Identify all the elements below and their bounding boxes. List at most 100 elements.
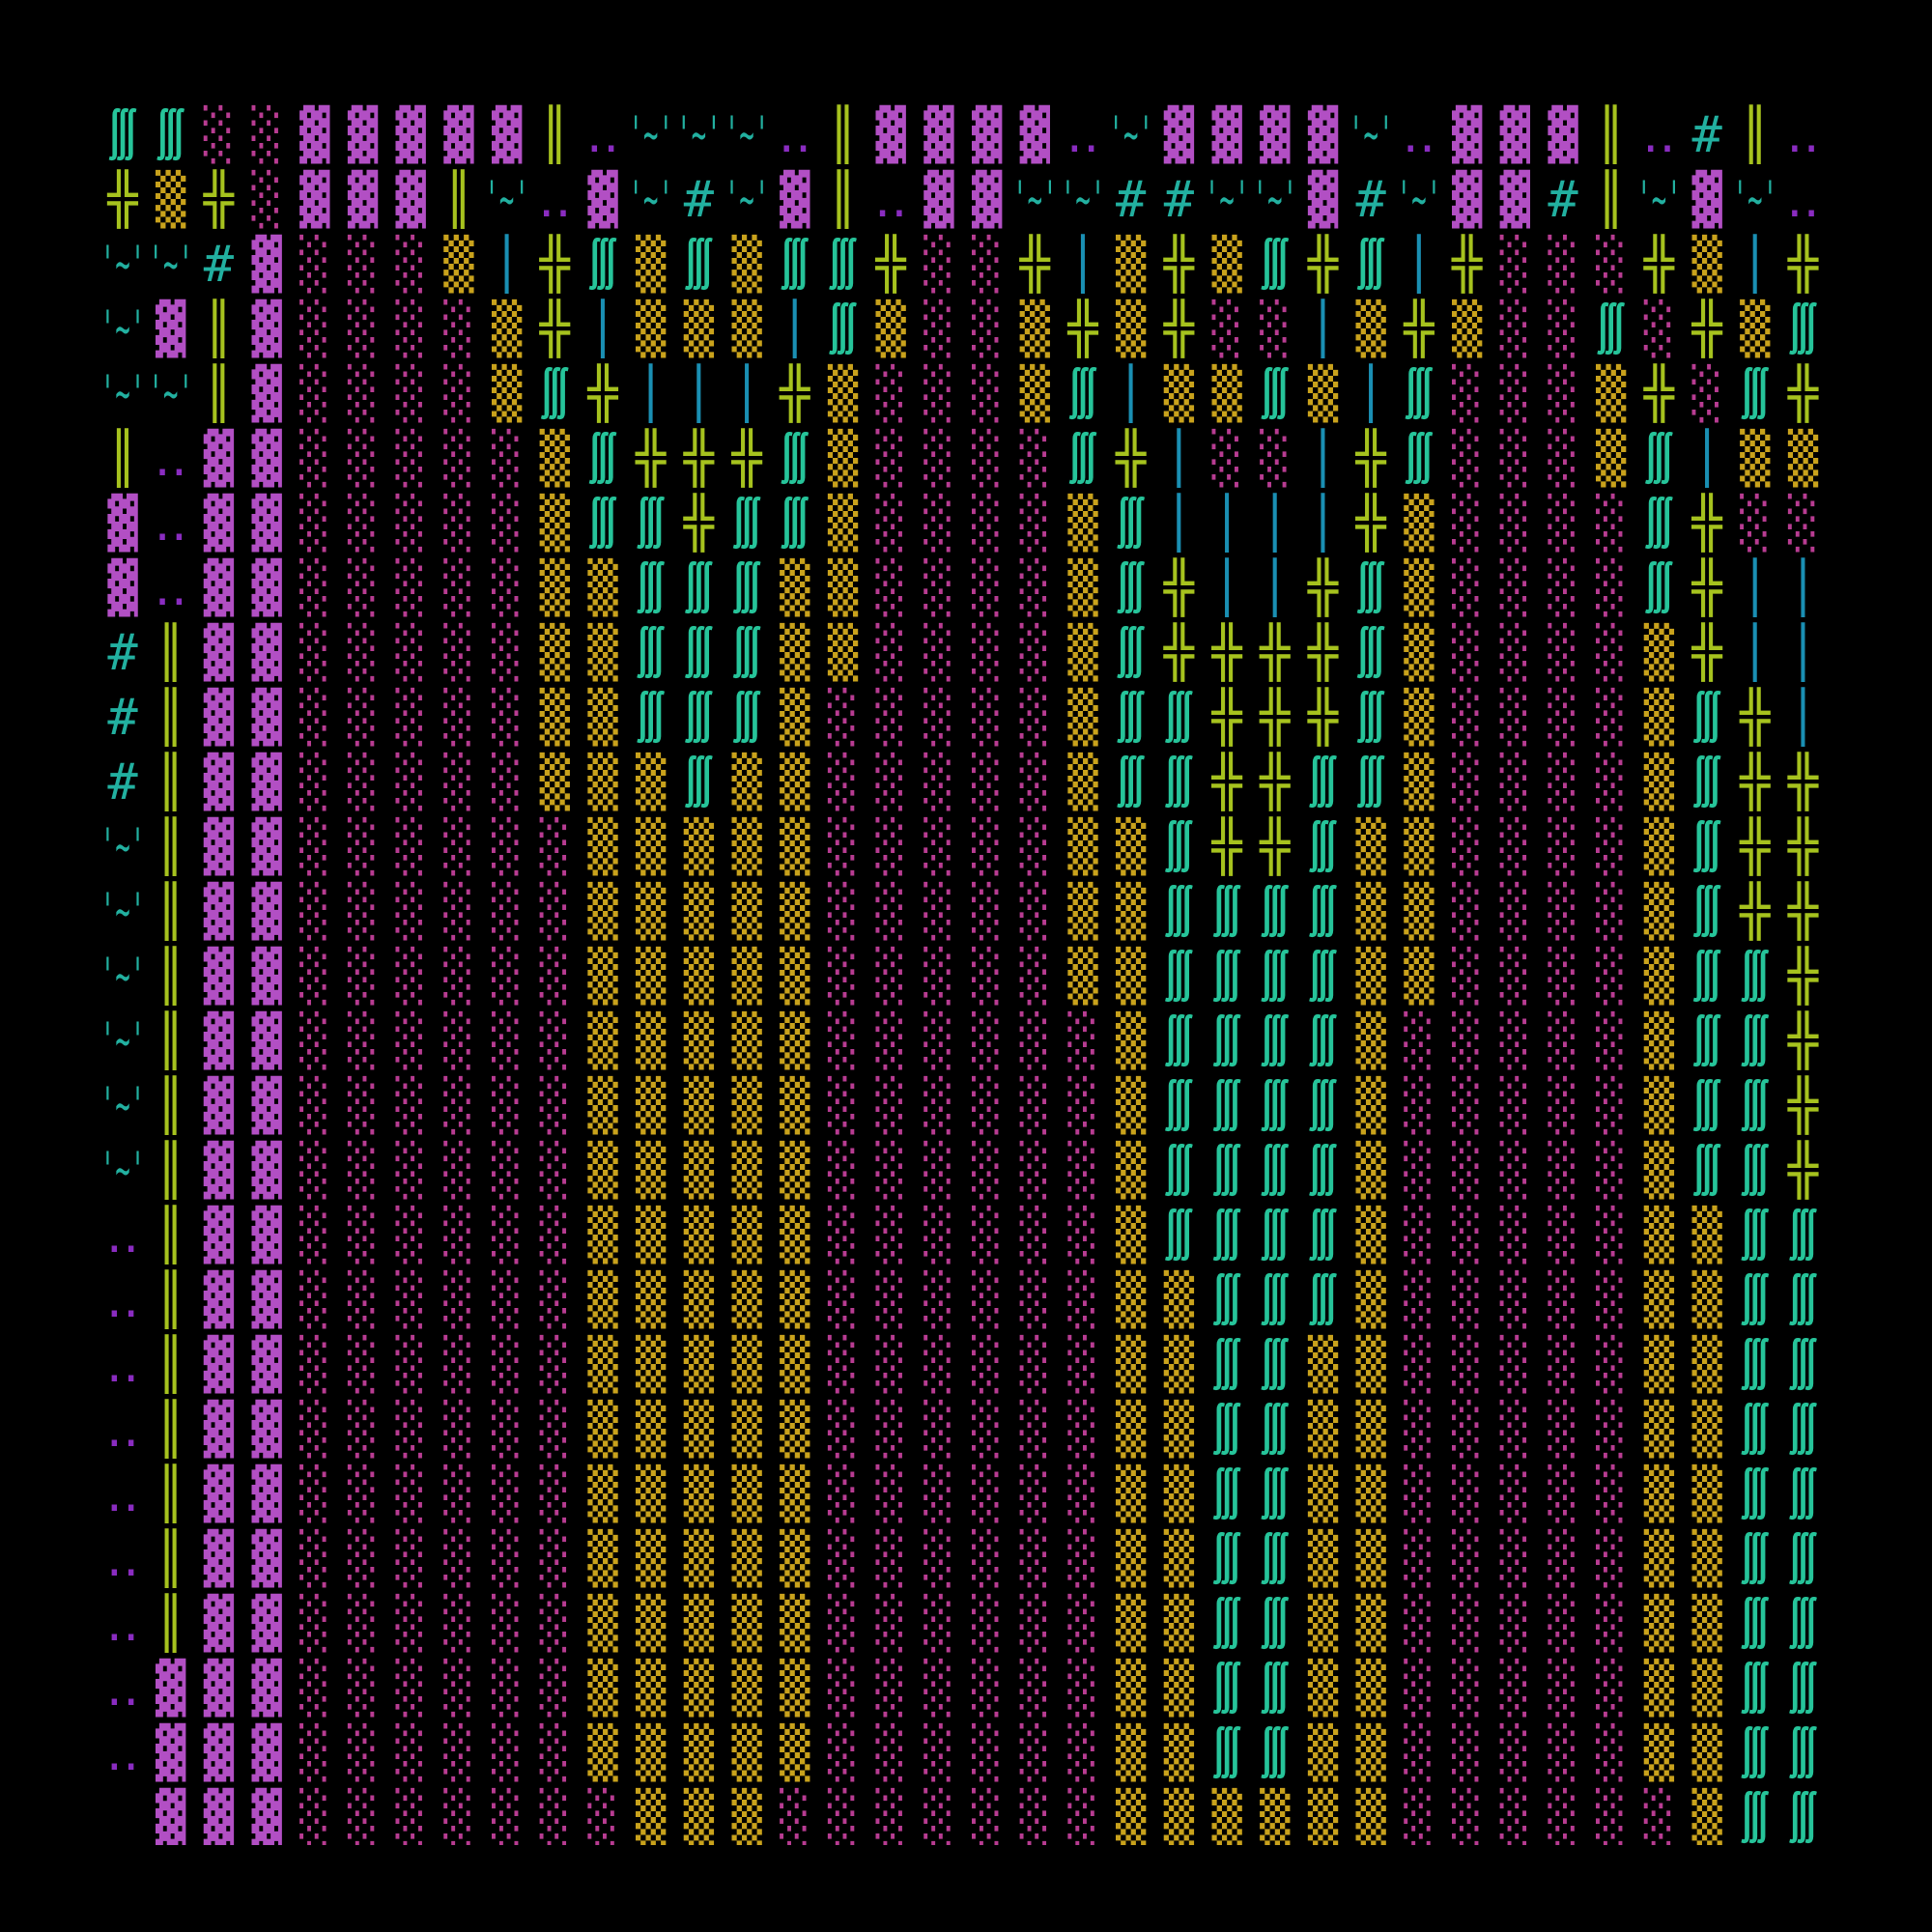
glyph-cell: ░ xyxy=(876,946,906,1006)
glyph-cell: ╬ xyxy=(1115,428,1148,488)
glyph-cell: ░ xyxy=(1452,1722,1482,1782)
glyph-cell: ▓ xyxy=(443,104,474,164)
glyph-cell: ▒ xyxy=(1404,687,1435,747)
glyph-cell: ∭ xyxy=(1740,1336,1770,1394)
glyph-cell: ╬ xyxy=(1210,687,1243,747)
glyph-cell: ░ xyxy=(1596,1787,1626,1847)
glyph-cell: ▒ xyxy=(1691,1269,1722,1329)
glyph-cell: ░ xyxy=(443,687,473,747)
glyph-cell: ║ xyxy=(156,1075,185,1135)
glyph-cell: ╬ xyxy=(1066,298,1099,358)
glyph-cell: ░ xyxy=(1452,1010,1482,1070)
glyph-cell: ░ xyxy=(299,1010,329,1070)
glyph-cell: ▓ xyxy=(923,169,954,229)
glyph-cell: ░ xyxy=(828,1658,858,1718)
glyph-cell: ∭ xyxy=(636,624,666,682)
glyph-cell: ∭ xyxy=(1164,753,1194,811)
glyph-cell: ▒ xyxy=(1308,1399,1339,1459)
glyph-cell: ▒ xyxy=(587,1658,618,1718)
glyph-cell: ▒ xyxy=(587,1593,618,1653)
glyph-cell: ▒ xyxy=(1356,1075,1387,1135)
glyph-cell: '~' xyxy=(724,171,770,229)
glyph-cell: ▒ xyxy=(1691,1205,1722,1264)
glyph-cell: ░ xyxy=(1596,1010,1626,1070)
glyph-cell: ░ xyxy=(348,816,378,876)
glyph-cell: '~' xyxy=(1061,171,1106,229)
glyph-cell: │ xyxy=(1308,428,1338,488)
glyph-cell: ▒ xyxy=(1644,1140,1675,1200)
glyph-cell: ░ xyxy=(1500,1658,1530,1718)
glyph-cell: ░ xyxy=(972,1722,1002,1782)
glyph-cell: ░ xyxy=(299,1658,329,1718)
glyph-cell: ▒ xyxy=(1644,1399,1675,1459)
glyph-cell: ▓ xyxy=(204,881,235,941)
glyph-cell: ░ xyxy=(396,1787,426,1847)
glyph-cell: ╬ xyxy=(1307,234,1340,294)
glyph-cell: ▒ xyxy=(828,428,859,488)
glyph-cell: ░ xyxy=(876,1010,906,1070)
glyph-cell: ░ xyxy=(876,1528,906,1588)
glyph-cell: ░ xyxy=(972,1075,1002,1135)
glyph-cell: ▒ xyxy=(1644,1722,1675,1782)
glyph-cell: ░ xyxy=(1020,1658,1050,1718)
glyph-cell: ▒ xyxy=(684,1399,715,1459)
glyph-cell: ░ xyxy=(1404,1463,1434,1523)
glyph-cell: │ xyxy=(731,363,761,423)
glyph-cell: ░ xyxy=(348,622,378,682)
glyph-cell: ░ xyxy=(492,1075,522,1135)
glyph-cell: ∭ xyxy=(731,624,761,682)
glyph-cell: ∭ xyxy=(1691,1012,1721,1070)
glyph-cell: ▒ xyxy=(587,1140,618,1200)
glyph-cell: ▒ xyxy=(1020,298,1051,358)
glyph-cell: ‥ xyxy=(154,559,187,617)
glyph-cell: ░ xyxy=(972,687,1002,747)
glyph-cell: ░ xyxy=(443,1075,473,1135)
glyph-cell: ░ xyxy=(1740,493,1770,553)
glyph-cell: ║ xyxy=(156,1010,185,1070)
glyph-cell: ░ xyxy=(396,816,426,876)
glyph-cell: ∭ xyxy=(731,689,761,747)
glyph-cell: ▒ xyxy=(731,1269,762,1329)
glyph-cell: ░ xyxy=(1500,622,1530,682)
glyph-cell: ░ xyxy=(1500,816,1530,876)
glyph-cell: ░ xyxy=(299,946,329,1006)
glyph-cell: ▓ xyxy=(204,622,235,682)
glyph-cell: ░ xyxy=(348,881,378,941)
glyph-cell: ▒ xyxy=(636,1593,667,1653)
glyph-cell: ░ xyxy=(923,1269,953,1329)
glyph-cell: ░ xyxy=(443,1593,473,1653)
glyph-cell: ▓ xyxy=(1308,104,1339,164)
glyph-cell: ░ xyxy=(348,1463,378,1523)
glyph-cell: ▒ xyxy=(684,1658,715,1718)
glyph-cell: ∭ xyxy=(1164,883,1194,941)
glyph-cell: ░ xyxy=(1500,493,1530,553)
glyph-cell: ▒ xyxy=(1644,1075,1675,1135)
glyph-cell: ╬ xyxy=(1787,881,1820,941)
glyph-cell: ░ xyxy=(443,1010,473,1070)
glyph-cell: ∭ xyxy=(1260,1530,1290,1588)
glyph-cell: ░ xyxy=(876,1658,906,1718)
glyph-cell: ▒ xyxy=(731,234,762,294)
glyph-cell: │ xyxy=(1691,428,1721,488)
glyph-cell: ▒ xyxy=(1356,881,1387,941)
glyph-cell: # xyxy=(1691,106,1722,164)
glyph-cell: ░ xyxy=(1500,1205,1530,1264)
glyph-cell: ║ xyxy=(156,1399,185,1459)
glyph-cell: ∭ xyxy=(684,236,714,294)
glyph-cell: ∭ xyxy=(684,689,714,747)
glyph-cell: ░ xyxy=(1500,687,1530,747)
glyph-cell: ∭ xyxy=(1691,689,1721,747)
glyph-cell: ▓ xyxy=(780,169,810,229)
glyph-cell: ▓ xyxy=(251,1334,282,1394)
glyph-cell: ▓ xyxy=(204,493,235,553)
glyph-cell: ▒ xyxy=(587,1722,618,1782)
glyph-cell: ░ xyxy=(1452,493,1482,553)
glyph-cell: ░ xyxy=(443,1658,473,1718)
glyph-cell: ░ xyxy=(443,557,473,617)
glyph-cell: ░ xyxy=(396,1010,426,1070)
glyph-cell: ▒ xyxy=(1356,946,1387,1006)
glyph-cell: ╬ xyxy=(635,428,668,488)
glyph-cell: # xyxy=(1116,171,1147,229)
glyph-cell: ░ xyxy=(1404,1399,1434,1459)
